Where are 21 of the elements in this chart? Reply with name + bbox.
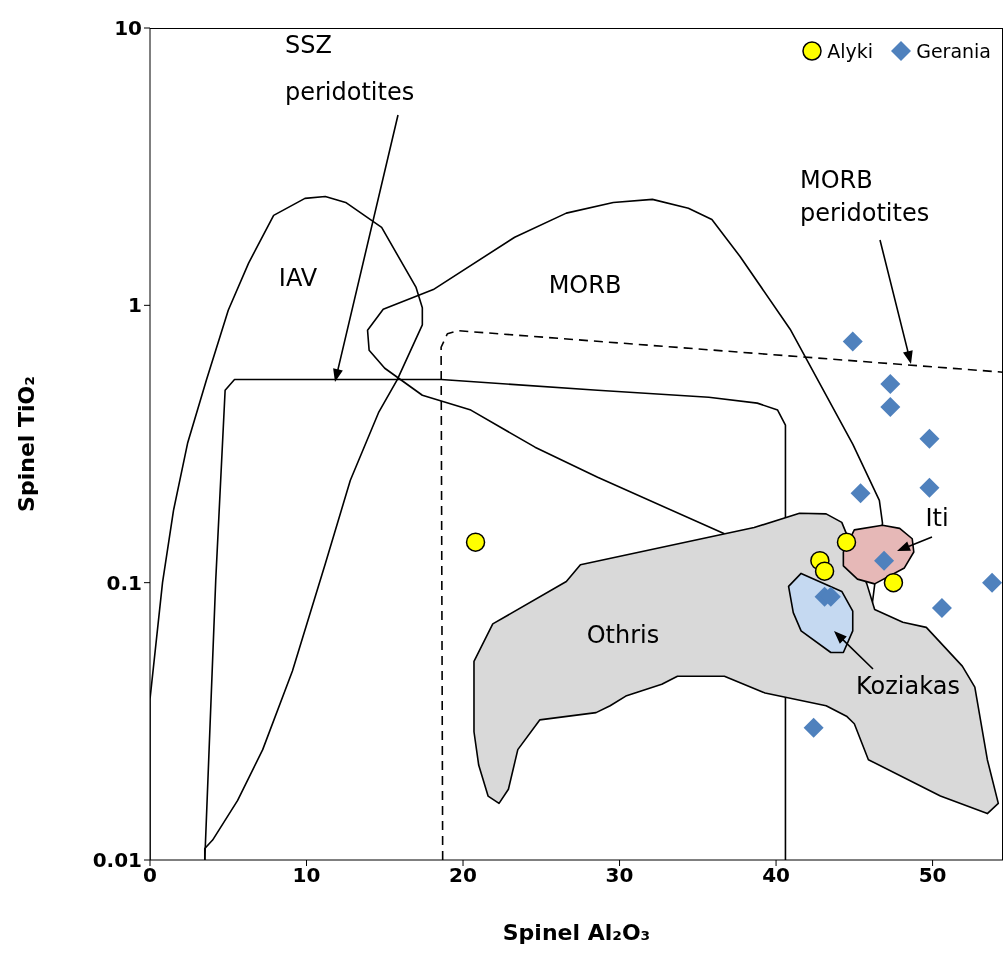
y-tick-label: 0.01: [92, 848, 142, 873]
annotation: MORB: [548, 271, 622, 299]
y-tick-label: 10: [114, 16, 142, 41]
x-tick-label: 20: [449, 863, 477, 888]
y-tick-label: 0.1: [106, 570, 142, 595]
annotation: Othris: [586, 621, 660, 649]
x-tick-label: 50: [918, 863, 947, 888]
annotation: IAV: [278, 264, 318, 292]
x-tick-label: 0: [143, 863, 157, 888]
annotation: MORB peridotites: [800, 166, 930, 227]
legend-label: Gerania: [915, 40, 991, 62]
annotation: Iti: [925, 504, 949, 532]
annotation: SSZ peridotites: [285, 31, 415, 106]
x-tick-label: 40: [762, 863, 790, 888]
x-tick-label: 30: [605, 863, 634, 888]
x-tick-label: 10: [292, 863, 321, 888]
y-tick-label: 1: [128, 293, 142, 318]
annotation: Koziakas: [856, 672, 960, 700]
x-axis-title: Spinel Al₂O₃: [502, 920, 651, 945]
legend-label: Alyki: [826, 40, 874, 62]
y-axis-title: Spinel TiO₂: [13, 376, 39, 512]
